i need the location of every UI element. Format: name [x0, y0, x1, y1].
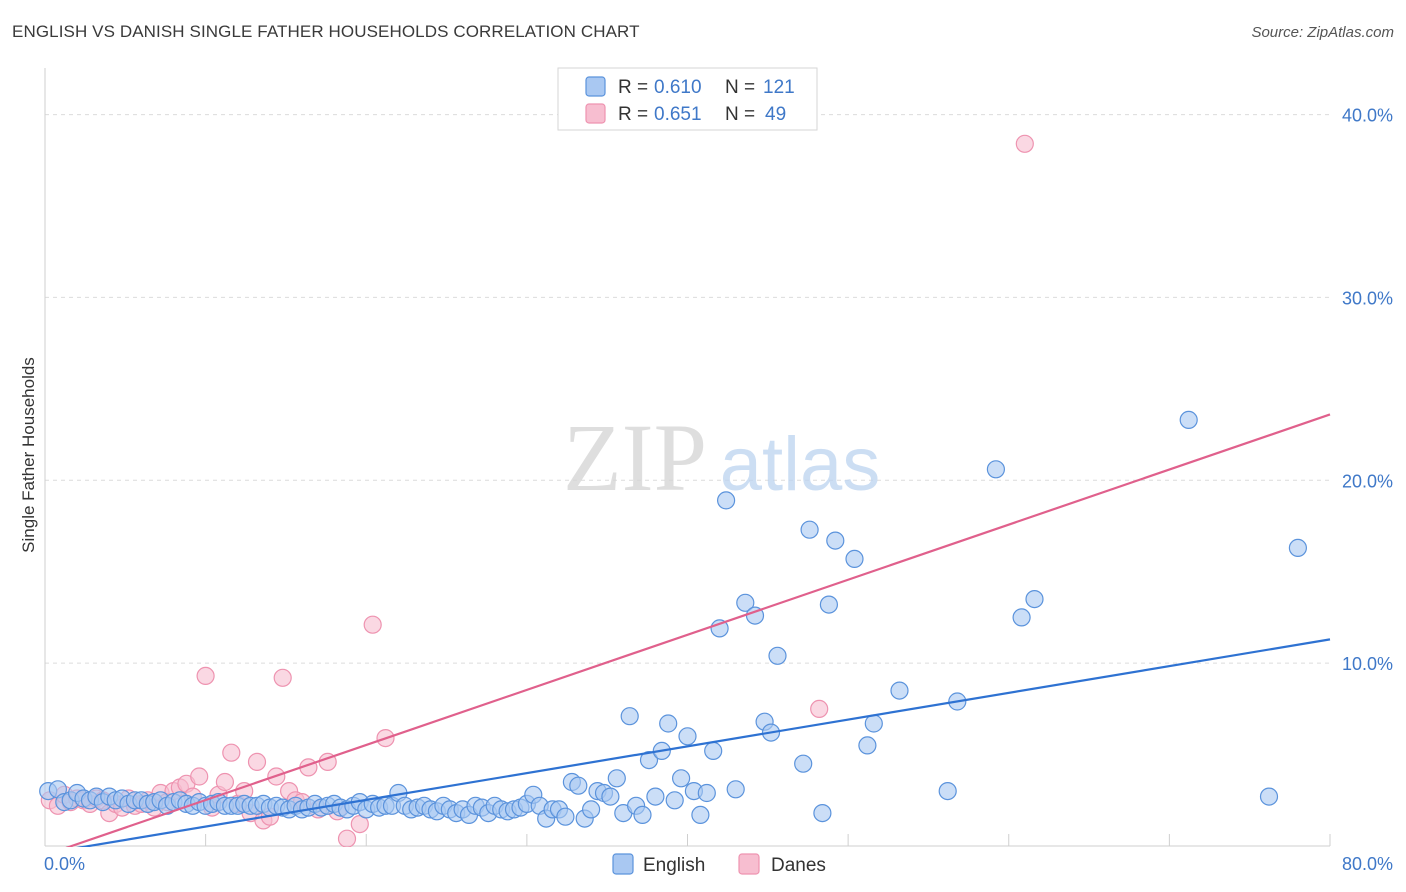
english-point-102 [697, 783, 716, 803]
legend-swatch-danes [585, 103, 606, 124]
series-legend: English Danes [612, 853, 826, 876]
english-point-80 [556, 807, 575, 826]
correlation-legend: R = 0.610 N = 121 R = 0.651 N = 49 [557, 67, 818, 131]
english-point-113 [800, 520, 819, 539]
english-point-92 [633, 805, 652, 825]
legend-n-value-english: 121 [763, 77, 795, 98]
english-point-121 [938, 781, 957, 801]
danes-trend-line [44, 413, 1331, 857]
english-point-99 [678, 727, 697, 746]
english-point-107 [736, 593, 755, 612]
x-tick-label-1: 80.0% [1342, 854, 1393, 874]
english-point-127 [1259, 787, 1279, 806]
english-point-103 [704, 741, 723, 761]
legend-n-label-english: N = [725, 77, 755, 98]
chart-source: Source: ZipAtlas.com [1251, 24, 1394, 41]
english-point-111 [768, 646, 787, 665]
legend-swatch-english [585, 76, 606, 97]
danes-point-32 [247, 752, 267, 772]
english-point-128 [1288, 538, 1308, 558]
english-point-98 [671, 769, 691, 788]
trend-layer [0, 413, 1406, 892]
y-axis-title: Single Father Households [19, 357, 38, 553]
danes-point-44 [337, 829, 357, 848]
grid-layer [45, 114, 1330, 664]
english-trend-line [44, 638, 1331, 855]
legend-r-label-danes: R = [618, 104, 648, 125]
english-point-96 [659, 714, 678, 733]
danes-point-27 [215, 772, 234, 792]
english-point-106 [726, 780, 745, 799]
danes-point-48 [810, 699, 829, 719]
chart-title: ENGLISH VS DANISH SINGLE FATHER HOUSEHOL… [12, 22, 640, 41]
bottom-legend-swatch-danes [738, 853, 760, 875]
english-point-117 [845, 549, 864, 569]
bottom-legend-label-english: English [643, 855, 705, 876]
english-point-115 [819, 595, 839, 614]
english-point-125 [1025, 589, 1044, 609]
danes-point-24 [196, 666, 215, 686]
danes-point-23 [190, 767, 209, 786]
legend-r-label-english: R = [618, 77, 648, 98]
danes-point-28 [222, 743, 241, 762]
danes-point-46 [363, 615, 382, 634]
english-point-120 [890, 681, 909, 700]
bottom-legend-label-danes: Danes [771, 855, 826, 876]
legend-n-value-danes: 49 [765, 104, 786, 125]
english-point-118 [858, 736, 877, 755]
legend-n-label-danes: N = [725, 104, 755, 125]
axis-layer [44, 68, 1331, 847]
x-tick-labels: 0.0% 80.0% [44, 854, 1393, 874]
watermark: ZIP atlas [563, 404, 880, 511]
english-point-94 [646, 787, 665, 806]
english-point-114 [813, 803, 832, 823]
y-tick-label-3: 40.0% [1342, 106, 1393, 126]
danes-point-49 [1015, 134, 1034, 153]
english-point-84 [581, 800, 601, 819]
y-tick-label-0: 10.0% [1342, 654, 1393, 674]
below-axis-cover [0, 847, 1406, 892]
english-point-124 [1012, 608, 1031, 627]
y-tick-label-1: 20.0% [1342, 471, 1393, 491]
bottom-legend-swatch-english [612, 853, 634, 875]
x-tick-label-0: 0.0% [44, 854, 85, 874]
danes-point-36 [273, 668, 292, 687]
english-point-90 [620, 707, 639, 726]
english-point-105 [716, 491, 736, 510]
y-tick-labels: 10.0% 20.0% 30.0% 40.0% [1342, 106, 1393, 675]
english-point-116 [826, 531, 845, 550]
english-point-93 [639, 750, 659, 770]
english-point-101 [691, 805, 710, 825]
english-point-126 [1179, 410, 1198, 429]
watermark-atlas: atlas [720, 422, 881, 507]
series-danes-points [40, 134, 1034, 848]
legend-r-value-danes: 0.651 [654, 104, 702, 125]
english-point-82 [569, 776, 588, 795]
english-point-88 [607, 769, 626, 788]
y-tick-label-2: 30.0% [1342, 288, 1393, 308]
legend-r-value-english: 0.610 [654, 77, 702, 98]
watermark-zip: ZIP [563, 404, 707, 511]
english-point-97 [665, 791, 684, 810]
english-point-112 [794, 754, 813, 773]
english-point-123 [986, 460, 1006, 479]
english-point-87 [601, 787, 620, 806]
english-point-119 [864, 714, 883, 733]
